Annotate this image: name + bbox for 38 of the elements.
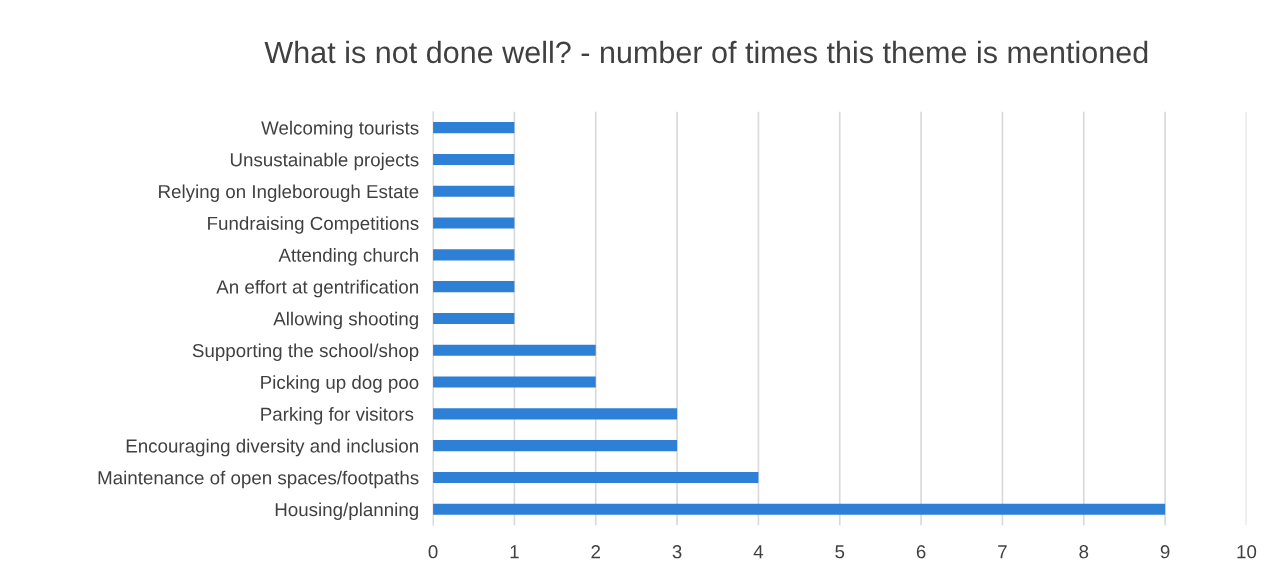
y-tick-label: Relying on Ingleborough Estate (159, 184, 419, 202)
y-tick-label: Welcoming tourists (261, 120, 419, 139)
x-tick-label: 7 (998, 545, 1007, 559)
y-tick-label: Picking up dog poo (261, 375, 419, 393)
chart-title: What is not done well? - number of times this theme is mentioned (264, 40, 1148, 64)
bar (433, 471, 759, 484)
bar (433, 153, 515, 166)
bar (433, 440, 678, 452)
bar (433, 503, 1166, 515)
y-tick-label: Maintenance of open spaces/footpaths (98, 470, 419, 489)
x-tick-label: 2 (591, 545, 600, 559)
x-tick-label: 4 (753, 545, 764, 559)
bar (433, 217, 515, 229)
x-tick-label: 0 (428, 545, 438, 559)
x-tick-label: 8 (1079, 545, 1089, 559)
x-tick-label: 1 (510, 545, 519, 559)
bar (433, 249, 515, 261)
y-tick-label: Supporting the school/shop (192, 343, 419, 361)
y-tick-label: Attending church (278, 248, 418, 266)
x-tick-label: 6 (916, 545, 926, 559)
y-tick-label: Parking for visitors (261, 407, 414, 425)
y-tick-label: Encouraging diversity and inclusion (126, 438, 418, 457)
bar (433, 122, 515, 134)
y-tick-label: Unsustainable projects (230, 152, 419, 171)
y-tick-label: Fundraising Competitions (208, 216, 419, 234)
x-tick-label: 3 (672, 545, 682, 559)
bar (433, 185, 515, 197)
y-tick-label: Allowing shooting (273, 311, 418, 330)
y-tick-label: Housing/planning (275, 502, 418, 520)
bar (433, 408, 678, 420)
bar (433, 376, 596, 388)
x-tick-label: 10 (1237, 545, 1257, 559)
bar (433, 281, 515, 293)
bar (433, 312, 515, 325)
bar (433, 344, 596, 356)
x-tick-label: 5 (835, 545, 845, 559)
x-tick-label: 9 (1160, 545, 1170, 559)
y-tick-label: An effort at gentrification (216, 279, 418, 298)
